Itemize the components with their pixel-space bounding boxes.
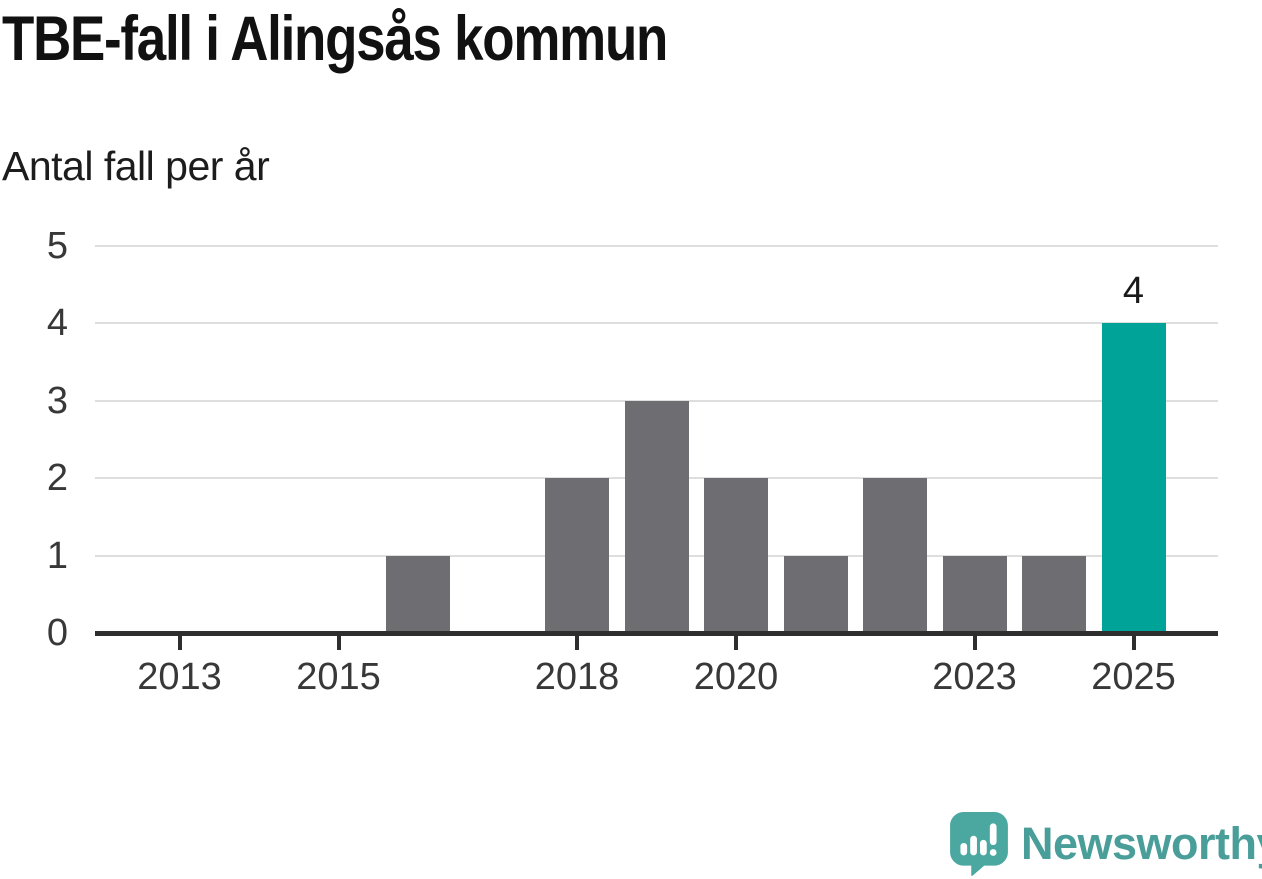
chart-title: TBE-fall i Alingsås kommun bbox=[2, 4, 668, 74]
y-axis-tick-label: 2 bbox=[46, 457, 68, 500]
gridline bbox=[95, 322, 1218, 325]
bar-value-label: 4 bbox=[1122, 270, 1145, 313]
x-axis-tick-label: 2025 bbox=[1091, 656, 1176, 698]
bar bbox=[704, 478, 768, 633]
x-axis-line bbox=[95, 631, 1218, 636]
x-axis-tick-label: 2018 bbox=[534, 656, 620, 698]
bar bbox=[545, 478, 609, 633]
x-axis-tick bbox=[575, 636, 579, 650]
x-axis-tick-label: 2015 bbox=[296, 656, 381, 698]
bar bbox=[1101, 323, 1166, 633]
bar bbox=[863, 478, 927, 633]
newsworthy-wordmark: Newsworthy bbox=[1021, 818, 1262, 869]
newsworthy-logo: Newsworthy bbox=[950, 812, 1262, 876]
speech-bubble-bar-chart-icon bbox=[950, 812, 1008, 876]
y-axis-tick-label: 5 bbox=[46, 225, 68, 267]
bar bbox=[624, 400, 689, 633]
x-axis-tick bbox=[336, 636, 341, 650]
gridline bbox=[95, 245, 1218, 247]
y-axis-tick-label: 3 bbox=[46, 379, 68, 422]
y-axis-tick-label: 1 bbox=[46, 534, 68, 577]
x-axis-tick-label: 2013 bbox=[137, 656, 222, 698]
x-axis-tick bbox=[734, 636, 738, 650]
y-axis-tick-label: 0 bbox=[46, 612, 68, 654]
x-axis-tick bbox=[177, 636, 182, 650]
chart-subtitle: Antal fall per år bbox=[2, 143, 270, 189]
x-axis-tick-label: 2023 bbox=[932, 656, 1017, 698]
bar bbox=[783, 555, 848, 633]
x-axis-tick-label: 2020 bbox=[693, 656, 779, 698]
x-axis-tick bbox=[1131, 636, 1136, 650]
bar bbox=[386, 555, 450, 633]
bar bbox=[1022, 555, 1086, 633]
x-axis-tick bbox=[972, 636, 977, 650]
y-axis-tick-label: 4 bbox=[46, 302, 68, 345]
bar bbox=[942, 555, 1007, 633]
